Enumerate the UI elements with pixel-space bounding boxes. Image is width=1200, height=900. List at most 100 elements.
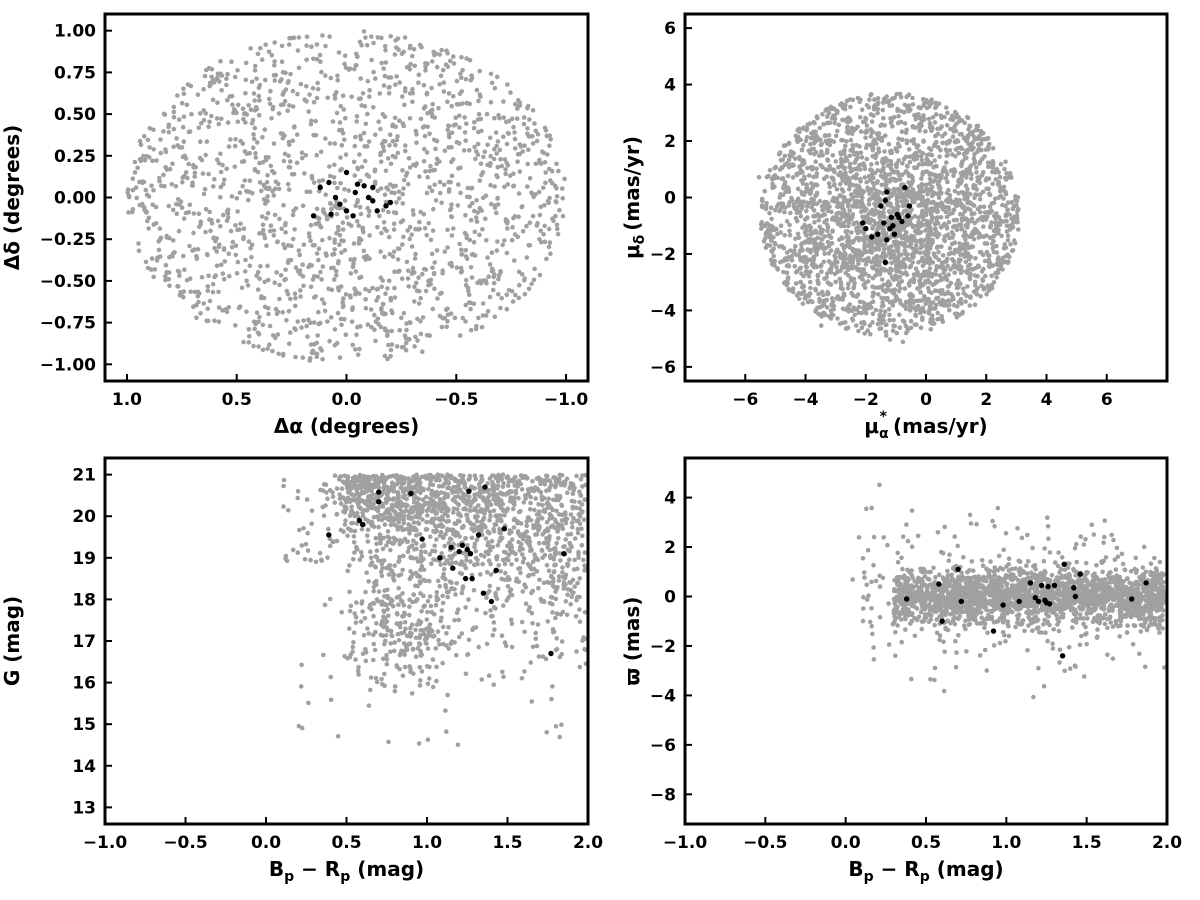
field-point xyxy=(278,131,284,136)
field-point xyxy=(979,173,985,178)
field-point xyxy=(220,271,226,276)
field-point xyxy=(972,159,977,164)
field-point xyxy=(153,204,159,210)
field-point xyxy=(914,113,919,118)
field-point xyxy=(449,159,454,165)
field-point xyxy=(880,224,886,230)
field-point xyxy=(192,174,197,179)
field-point xyxy=(541,150,547,156)
field-point xyxy=(825,201,831,206)
field-point xyxy=(1012,238,1017,243)
field-point xyxy=(896,204,901,209)
member-point xyxy=(888,214,895,220)
field-point xyxy=(979,269,985,274)
field-point xyxy=(999,233,1004,239)
field-point xyxy=(299,325,304,330)
field-point xyxy=(480,313,486,318)
field-point xyxy=(825,280,830,285)
field-point xyxy=(841,263,846,269)
field-point xyxy=(220,162,225,168)
field-point xyxy=(310,85,316,91)
field-point xyxy=(813,159,818,164)
field-point xyxy=(837,253,843,259)
field-point xyxy=(952,124,957,130)
field-point xyxy=(553,596,559,602)
field-point xyxy=(989,220,994,225)
field-point xyxy=(908,294,914,300)
field-point xyxy=(467,58,473,63)
field-point xyxy=(287,165,293,170)
field-point xyxy=(954,217,959,223)
field-point xyxy=(259,57,265,62)
field-point xyxy=(358,76,364,81)
field-point xyxy=(827,267,832,273)
field-point xyxy=(974,165,979,170)
field-point xyxy=(308,238,313,244)
field-point xyxy=(974,170,979,175)
field-point xyxy=(371,40,376,46)
field-point xyxy=(327,338,332,344)
field-point xyxy=(515,98,521,103)
field-point xyxy=(196,299,201,305)
field-point xyxy=(945,298,951,303)
field-point xyxy=(361,29,367,34)
field-point xyxy=(344,215,350,220)
field-point xyxy=(863,280,868,286)
field-point xyxy=(840,297,845,302)
field-point xyxy=(401,177,407,183)
field-point xyxy=(309,118,314,124)
field-point xyxy=(868,134,874,139)
field-point xyxy=(478,161,484,166)
field-point xyxy=(557,207,562,213)
field-point xyxy=(158,235,164,241)
field-point xyxy=(816,218,822,223)
field-point xyxy=(243,77,249,83)
field-point xyxy=(833,249,839,255)
field-point xyxy=(969,267,974,272)
field-point xyxy=(842,292,847,298)
field-point xyxy=(205,288,211,294)
field-point xyxy=(256,344,261,349)
field-point xyxy=(985,283,991,289)
field-point xyxy=(335,310,341,316)
field-point xyxy=(921,188,926,194)
member-point xyxy=(869,234,875,240)
field-point xyxy=(852,199,858,204)
field-point xyxy=(405,276,411,281)
field-point xyxy=(363,257,369,262)
field-point xyxy=(342,187,347,192)
field-point xyxy=(367,233,372,238)
field-point xyxy=(381,138,387,144)
field-point xyxy=(424,90,430,96)
field-point xyxy=(328,75,334,81)
field-point xyxy=(402,86,408,91)
field-point xyxy=(870,320,875,325)
field-point xyxy=(266,155,271,160)
field-point xyxy=(870,290,876,296)
field-point xyxy=(405,181,411,187)
field-point xyxy=(428,163,433,169)
field-point xyxy=(475,210,481,215)
field-point xyxy=(802,222,807,228)
field-point xyxy=(429,85,434,91)
field-point xyxy=(873,307,879,313)
field-point xyxy=(252,125,258,131)
field-point xyxy=(130,187,136,193)
field-point xyxy=(895,186,900,192)
field-point xyxy=(858,129,864,134)
field-point xyxy=(255,269,261,275)
field-point xyxy=(166,270,172,275)
field-point xyxy=(342,248,348,253)
field-point xyxy=(394,74,399,79)
field-point xyxy=(462,115,467,120)
field-point xyxy=(277,296,282,302)
field-point xyxy=(834,296,840,301)
field-point xyxy=(273,306,279,312)
field-point xyxy=(809,181,814,186)
field-point xyxy=(800,248,805,253)
field-point xyxy=(385,156,391,161)
field-point xyxy=(920,162,926,167)
field-point xyxy=(400,168,405,173)
field-point xyxy=(166,130,172,135)
field-point xyxy=(340,93,346,99)
